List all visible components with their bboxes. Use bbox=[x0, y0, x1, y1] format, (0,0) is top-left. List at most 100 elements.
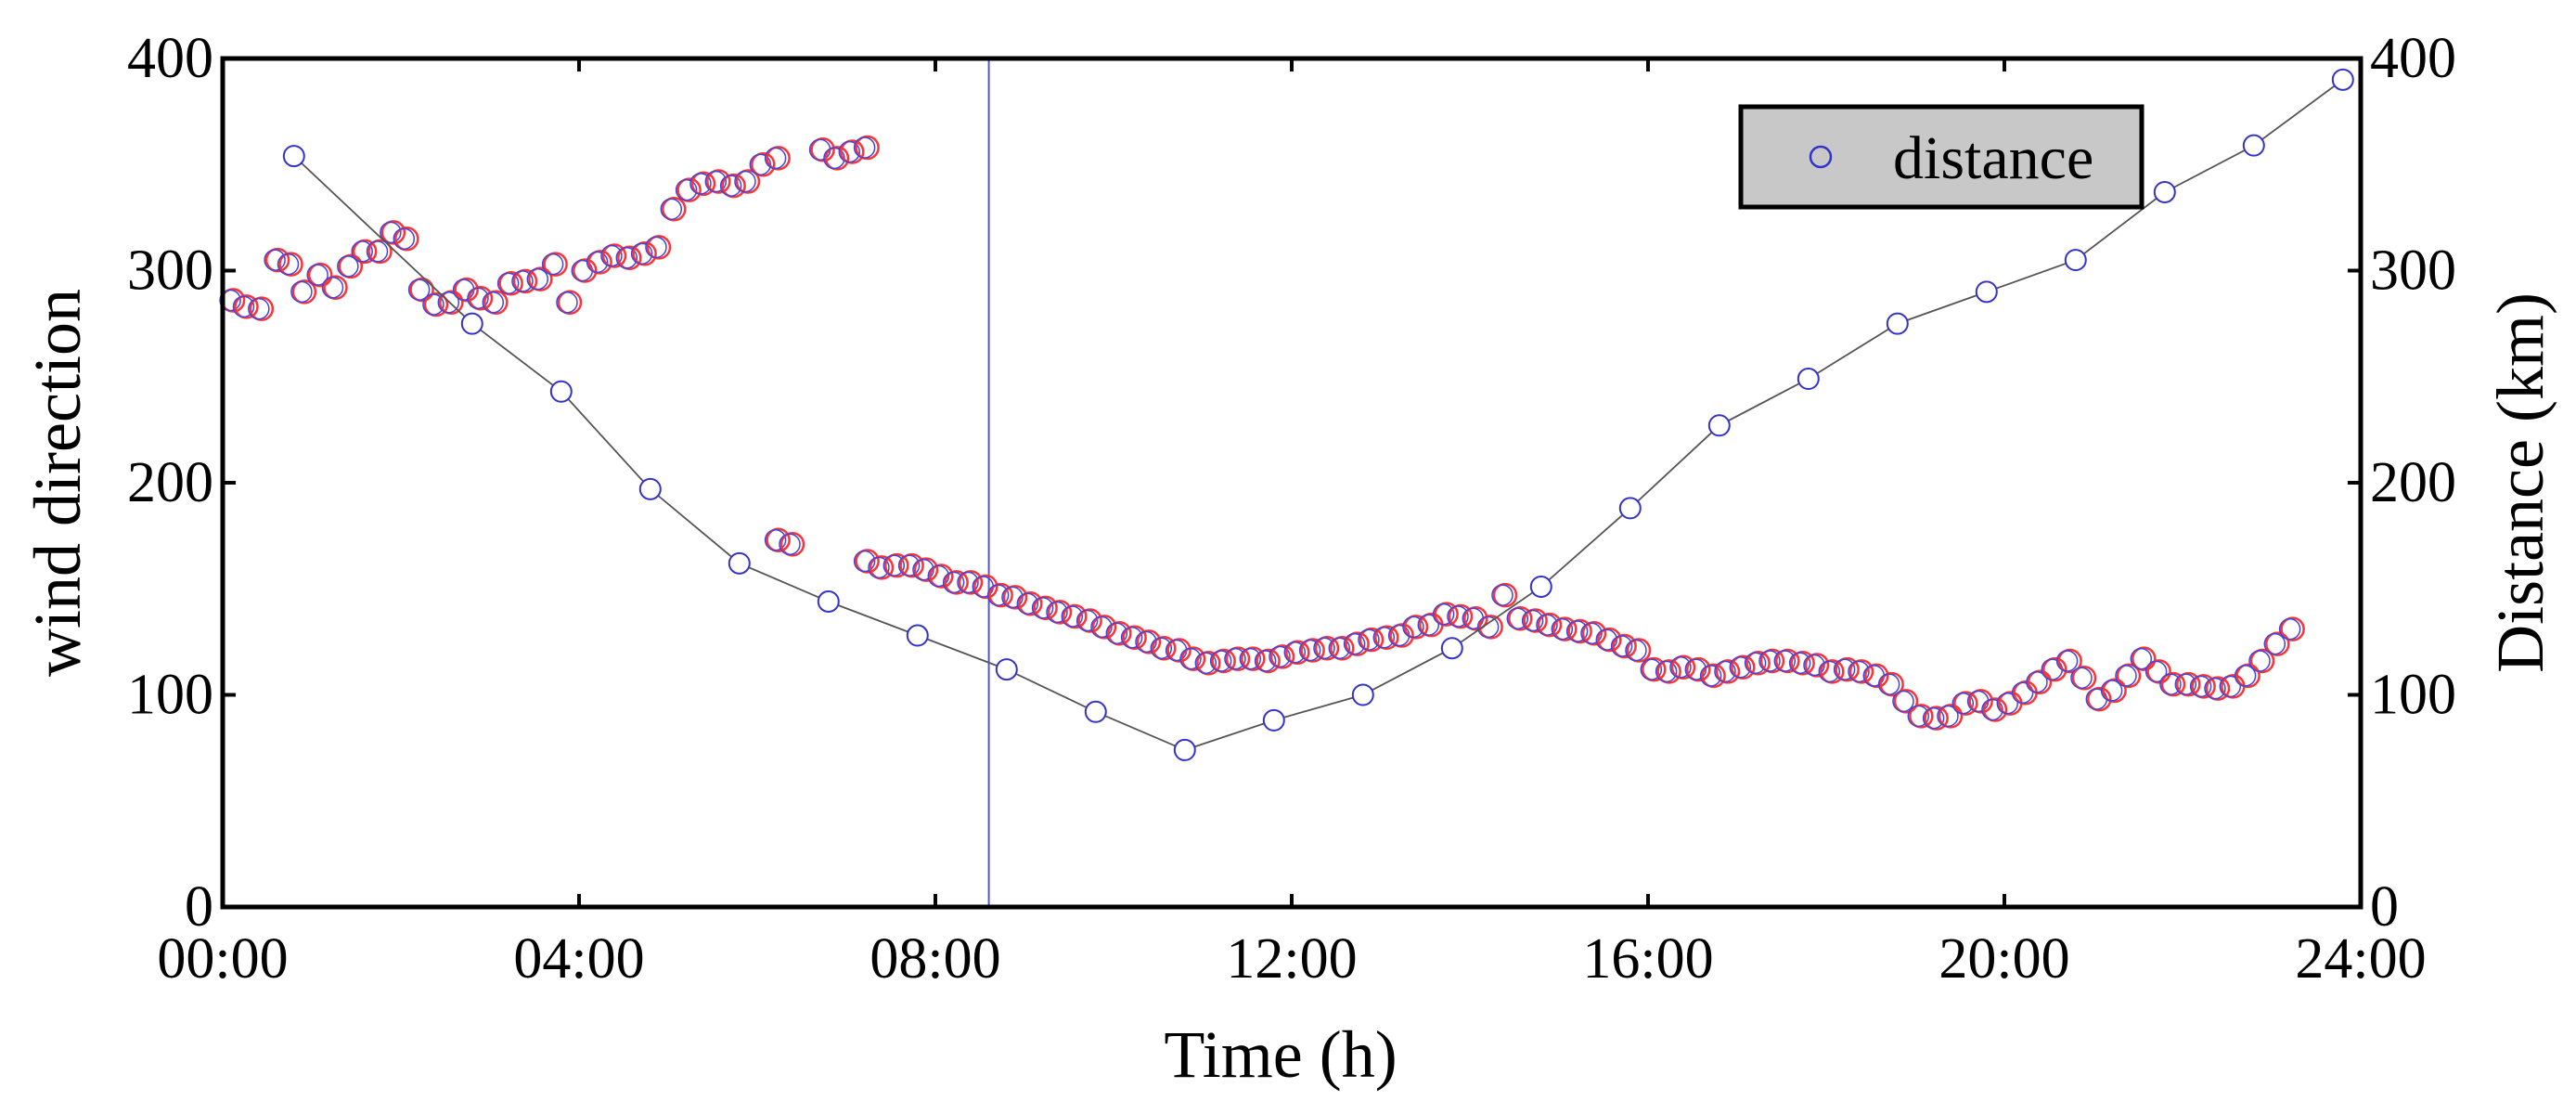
wind-direction-point bbox=[1953, 691, 1978, 716]
wind-direction-point-inner bbox=[689, 173, 712, 195]
wind-direction-point-inner bbox=[2130, 647, 2153, 670]
wind-direction-point-inner bbox=[1105, 622, 1128, 644]
wind-direction-point bbox=[944, 570, 969, 595]
wind-direction-point-inner bbox=[1937, 705, 1959, 728]
y-left-tick-label: 100 bbox=[127, 664, 213, 727]
x-tick-label: 12:00 bbox=[1226, 927, 1357, 991]
wind-direction-point bbox=[1180, 646, 1206, 671]
wind-direction-point-inner bbox=[232, 295, 255, 318]
wind-direction-point-inner bbox=[2159, 673, 2182, 695]
distance-point bbox=[1975, 280, 1998, 304]
wind-direction-point bbox=[2280, 616, 2305, 641]
wind-direction-point bbox=[352, 239, 378, 265]
wind-direction-point bbox=[2160, 671, 2186, 697]
wind-direction-point bbox=[367, 239, 393, 265]
wind-direction-point-inner bbox=[1224, 647, 1246, 670]
wind-direction-point-inner bbox=[1610, 635, 1633, 657]
wind-direction-point bbox=[1063, 603, 1088, 629]
wind-direction-point-inner bbox=[1298, 639, 1321, 662]
wind-direction-point-inner bbox=[615, 247, 638, 269]
wind-direction-point-inner bbox=[1432, 602, 1455, 626]
wind-direction-point bbox=[1893, 689, 1919, 714]
left-y-axis-title: wind direction bbox=[20, 289, 95, 677]
wind-direction-point bbox=[1389, 623, 1414, 648]
wind-direction-point bbox=[323, 275, 348, 301]
wind-direction-point bbox=[1879, 671, 1904, 697]
wind-direction-point-inner bbox=[838, 140, 861, 163]
distance-point bbox=[638, 477, 662, 500]
wind-direction-point bbox=[913, 557, 939, 582]
wind-direction-point-inner bbox=[1209, 650, 1232, 672]
wind-direction-point bbox=[1374, 625, 1399, 651]
wind-direction-point bbox=[1670, 654, 1696, 680]
wind-direction-point-inner bbox=[853, 550, 876, 573]
wind-direction-point bbox=[884, 552, 909, 578]
wind-direction-point-inner bbox=[1714, 660, 1736, 683]
wind-direction-point-inner bbox=[1818, 660, 1841, 683]
wind-direction-point bbox=[2042, 656, 2067, 682]
wind-direction-point-inner bbox=[1521, 609, 1544, 632]
wind-direction-point bbox=[278, 252, 303, 277]
wind-direction-point bbox=[1642, 656, 1667, 682]
wind-direction-point-inner bbox=[1625, 639, 1647, 662]
wind-direction-point-inner bbox=[1447, 605, 1469, 628]
wind-direction-point bbox=[1537, 612, 1563, 638]
wind-direction-point bbox=[1241, 646, 1266, 671]
plot-marks bbox=[219, 58, 2354, 907]
wind-direction-point-inner bbox=[1551, 617, 1574, 641]
wind-direction-point bbox=[1122, 625, 1147, 651]
wind-direction-point-inner bbox=[393, 227, 416, 250]
wind-direction-point-inner bbox=[660, 198, 683, 220]
wind-direction-point-inner bbox=[853, 136, 876, 159]
y-left-tick-label: 400 bbox=[127, 27, 213, 90]
wind-direction-point bbox=[1077, 608, 1102, 633]
wind-direction-point-inner bbox=[1254, 650, 1277, 672]
wind-direction-point bbox=[1107, 620, 1132, 646]
wind-direction-point bbox=[1285, 640, 1310, 666]
wind-direction-point-inner bbox=[366, 240, 389, 263]
wind-direction-point bbox=[1567, 618, 1592, 644]
wind-direction-point-inner bbox=[1669, 656, 1692, 679]
wind-direction-point bbox=[646, 235, 672, 260]
wind-direction-point-inner bbox=[1773, 650, 1797, 672]
wind-direction-point bbox=[1552, 616, 1578, 641]
wind-direction-point bbox=[1300, 638, 1325, 663]
wind-direction-point-inner bbox=[675, 178, 698, 201]
wind-direction-point-inner bbox=[351, 240, 373, 263]
wind-direction-point-inner bbox=[1150, 637, 1173, 659]
wind-direction-point-inner bbox=[1343, 632, 1366, 655]
distance-point bbox=[1529, 575, 1552, 598]
wind-direction-point bbox=[1256, 648, 1281, 674]
wind-direction-point bbox=[1448, 603, 1474, 629]
y-left-tick-label: 0 bbox=[185, 875, 213, 939]
wind-direction-point bbox=[338, 253, 364, 279]
wind-direction-point-inner bbox=[1372, 627, 1396, 649]
wind-direction-point bbox=[676, 177, 702, 202]
wind-direction-point bbox=[766, 146, 791, 171]
distance-point bbox=[995, 658, 1018, 681]
wind-direction-point bbox=[1196, 650, 1221, 676]
wind-direction-point bbox=[1330, 635, 1355, 661]
distance-point bbox=[1084, 700, 1107, 723]
wind-direction-point-inner bbox=[1640, 658, 1663, 680]
wind-direction-point bbox=[1136, 629, 1162, 654]
distance-point bbox=[1797, 368, 1820, 391]
wind-direction-point bbox=[632, 240, 657, 266]
wind-direction-point bbox=[1820, 659, 1845, 684]
distance-point bbox=[1262, 708, 1285, 732]
wind-direction-point bbox=[1359, 627, 1385, 653]
wind-direction-point-inner bbox=[1417, 614, 1440, 636]
wind-direction-point bbox=[498, 270, 523, 296]
wind-direction-point-inner bbox=[2263, 632, 2286, 655]
y-right-tick-label: 0 bbox=[2370, 875, 2399, 939]
wind-direction-point bbox=[2027, 669, 2053, 695]
distance-point bbox=[2331, 68, 2354, 91]
wind-direction-point bbox=[1745, 650, 1771, 676]
wind-direction-point bbox=[1982, 697, 2008, 722]
wind-direction-point-inner bbox=[764, 528, 787, 551]
wind-direction-point bbox=[988, 582, 1013, 608]
wind-direction-point-inner bbox=[290, 280, 313, 304]
wind-direction-point bbox=[291, 279, 317, 304]
wind-direction-point-inner bbox=[2011, 681, 2034, 704]
wind-direction-point-inner bbox=[2234, 665, 2257, 687]
